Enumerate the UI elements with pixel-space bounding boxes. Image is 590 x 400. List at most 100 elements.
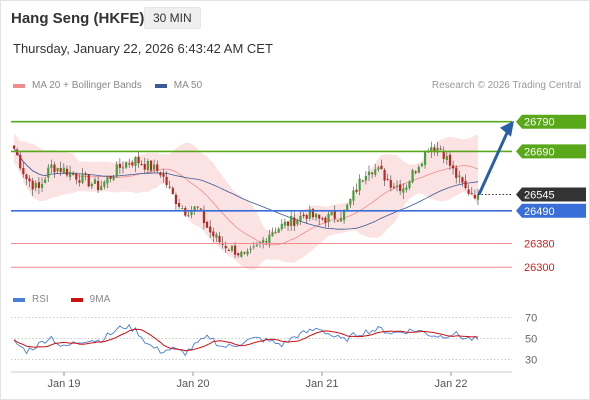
last-price-label: 26545 [524,189,555,201]
candle-body [451,165,455,169]
candle-body [423,150,427,165]
candle-body [364,176,367,181]
candlestick-layer [12,141,480,259]
candle-body [339,218,343,222]
candle-body [336,220,339,222]
candle-body [162,173,165,177]
level-tag-bg [516,114,586,129]
candle-body [240,251,243,257]
ma50-line [13,148,479,230]
candle-body [140,164,143,166]
candle-body [386,178,389,180]
candle-body [327,213,330,223]
candle-body [445,156,448,160]
ma20-swatch [13,83,25,88]
candle-body [84,174,87,176]
candle-body [296,220,299,225]
last-price-tag-bg [516,187,586,202]
candle-body [414,171,417,173]
candle-body [380,165,383,170]
candle-body [149,160,153,171]
candle-body [168,186,171,188]
rsi-tick-label-50: 50 [525,334,537,346]
candle-body [181,207,184,209]
candle-body [81,173,84,183]
candle-body [184,208,187,216]
candle-body [128,163,131,165]
candle-body [131,162,134,166]
candle-body [383,169,386,181]
candle-body [205,221,209,228]
bollinger-band [14,133,478,270]
candle-body [28,178,31,182]
candle-body [262,239,265,243]
candle-body [44,179,47,183]
candle-body [417,167,420,173]
candle-body [34,182,37,189]
axis-layer: Jan 19 Jan 20 Jan 21 Jan 22 [11,371,512,390]
candle-body [361,180,364,182]
level-label-26300: 26300 [524,262,555,274]
rsi-legend: RSI 9MA [13,294,110,305]
candle-body [305,215,308,219]
level-label-26380: 26380 [524,238,555,250]
candle-body [25,174,28,180]
x-tick-label-jan-19: Jan 19 [47,378,80,390]
candle-body [202,209,206,224]
candle-body [399,184,402,192]
x-tick-label-jan-22: Jan 22 [434,378,467,390]
candle-body [75,173,78,180]
candle-body [209,226,212,233]
candle-body [355,189,358,192]
candle-body [134,157,137,166]
candle-body [442,150,445,159]
candle-body [464,180,467,188]
level-label-26790: 26790 [524,117,555,129]
candle-body [265,241,268,243]
candle-body [156,164,159,171]
candle-body [237,253,240,256]
candle-body [22,168,25,175]
candle-body [290,216,293,227]
candle-body [439,148,442,150]
candle-body [190,210,193,216]
research-credit: Research © 2026 Trading Central [431,80,581,91]
candle-body [330,211,333,216]
rsi-tick-label-70: 70 [525,313,537,325]
candle-body [72,173,75,175]
candle-body [87,174,90,187]
candle-body [177,203,181,207]
level-tag-26690: 26690 [516,144,586,159]
level-tag-bg [516,144,586,159]
candle-body [311,208,315,218]
rsi-tick-label-30: 30 [525,355,537,367]
level-tag-26790: 26790 [516,114,586,129]
candle-body [299,215,302,221]
candle-body [93,179,97,184]
rsi-line [13,323,479,357]
candle-body [100,186,103,190]
candle-body [106,177,109,184]
candle-body [321,218,324,220]
candle-body [470,193,473,195]
timeframe-badge[interactable]: 30 MIN [144,7,201,29]
bollinger-band-layer [14,133,478,270]
candle-body [314,213,318,218]
candle-body [16,149,19,156]
candle-body [252,246,255,248]
ma50-swatch [154,83,167,88]
candle-body [215,234,218,238]
candle-body [395,185,399,187]
candle-body [411,170,414,183]
candle-body [187,215,190,217]
candle-body [473,194,476,199]
candle-body [146,160,150,171]
candle-body [96,180,100,191]
candle-body [143,164,146,170]
candle-body [455,167,458,178]
rsi-legend-label: RSI [32,294,49,305]
candle-body [224,245,227,249]
candle-body [420,163,424,167]
candle-body [112,177,115,180]
candle-body [392,186,396,188]
